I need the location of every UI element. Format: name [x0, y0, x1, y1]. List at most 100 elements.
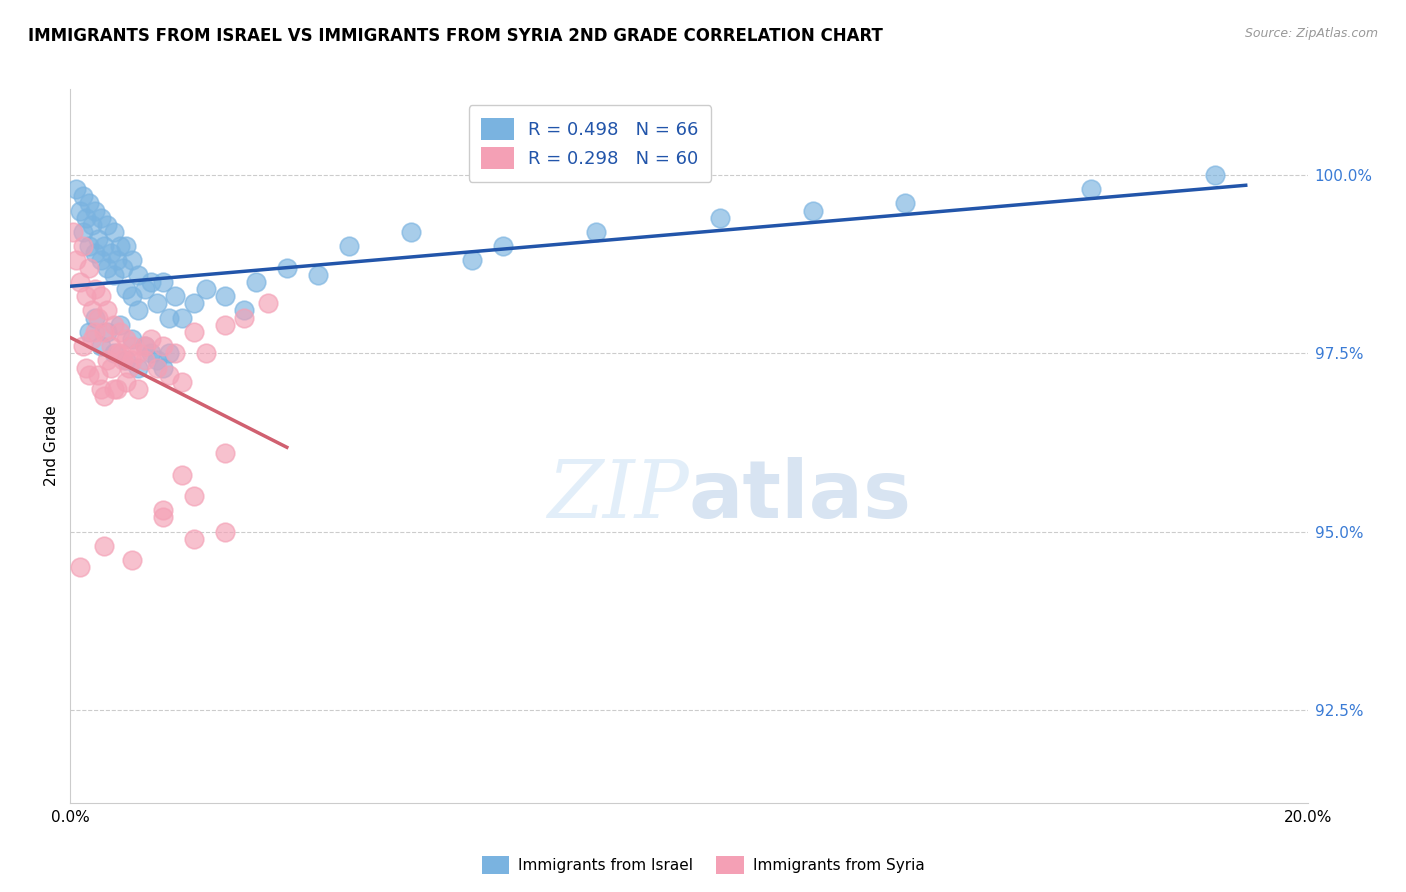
Point — [115, 282, 138, 296]
Point — [134, 339, 156, 353]
Point — [62, 225, 84, 239]
Point — [111, 353, 134, 368]
Point — [152, 360, 174, 375]
Point — [96, 218, 118, 232]
Point — [152, 339, 174, 353]
Point — [77, 368, 100, 382]
Point — [152, 503, 174, 517]
Point — [93, 239, 115, 253]
Point — [399, 225, 422, 239]
Point — [183, 325, 205, 339]
Y-axis label: 2nd Grade: 2nd Grade — [44, 406, 59, 486]
Point — [115, 332, 138, 346]
Point — [139, 346, 162, 360]
Point — [276, 260, 298, 275]
Point — [90, 339, 112, 353]
Point — [183, 532, 205, 546]
Text: IMMIGRANTS FROM ISRAEL VS IMMIGRANTS FROM SYRIA 2ND GRADE CORRELATION CHART: IMMIGRANTS FROM ISRAEL VS IMMIGRANTS FRO… — [28, 27, 883, 45]
Point — [77, 260, 100, 275]
Point — [146, 296, 169, 310]
Point — [146, 353, 169, 368]
Point — [100, 360, 122, 375]
Point — [134, 339, 156, 353]
Point — [894, 196, 917, 211]
Point — [84, 203, 107, 218]
Point — [65, 182, 87, 196]
Point — [307, 268, 329, 282]
Point — [72, 225, 94, 239]
Point — [105, 253, 128, 268]
Point — [121, 289, 143, 303]
Point — [232, 303, 254, 318]
Point — [165, 289, 187, 303]
Point — [103, 268, 125, 282]
Point — [90, 211, 112, 225]
Point — [100, 246, 122, 260]
Point — [77, 196, 100, 211]
Point — [134, 282, 156, 296]
Point — [121, 353, 143, 368]
Point — [157, 368, 180, 382]
Point — [90, 253, 112, 268]
Point — [195, 282, 218, 296]
Point — [165, 346, 187, 360]
Point — [214, 289, 236, 303]
Point — [96, 353, 118, 368]
Text: Source: ZipAtlas.com: Source: ZipAtlas.com — [1244, 27, 1378, 40]
Point — [461, 253, 484, 268]
Point — [69, 560, 91, 574]
Point — [100, 339, 122, 353]
Point — [103, 346, 125, 360]
Point — [72, 189, 94, 203]
Point — [127, 268, 149, 282]
Point — [80, 303, 103, 318]
Point — [69, 203, 91, 218]
Point — [214, 446, 236, 460]
Point — [75, 289, 97, 303]
Point — [111, 260, 134, 275]
Point — [65, 253, 87, 268]
Point — [152, 275, 174, 289]
Point — [170, 467, 193, 482]
Point — [80, 218, 103, 232]
Point — [115, 353, 138, 368]
Point — [170, 310, 193, 325]
Point — [157, 310, 180, 325]
Text: ZIP: ZIP — [547, 458, 689, 534]
Point — [84, 325, 107, 339]
Point — [96, 260, 118, 275]
Point — [121, 332, 143, 346]
Point — [93, 389, 115, 403]
Point — [801, 203, 824, 218]
Point — [84, 310, 107, 325]
Point — [75, 211, 97, 225]
Point — [585, 225, 607, 239]
Point — [139, 275, 162, 289]
Point — [157, 346, 180, 360]
Point — [90, 382, 112, 396]
Point — [87, 310, 110, 325]
Point — [121, 253, 143, 268]
Point — [84, 282, 107, 296]
Point — [121, 553, 143, 567]
Point — [87, 368, 110, 382]
Point — [108, 318, 131, 332]
Point — [214, 524, 236, 539]
Point — [195, 346, 218, 360]
Point — [93, 539, 115, 553]
Point — [93, 325, 115, 339]
Legend: Immigrants from Israel, Immigrants from Syria: Immigrants from Israel, Immigrants from … — [475, 850, 931, 880]
Point — [80, 332, 103, 346]
Point — [183, 489, 205, 503]
Point — [77, 325, 100, 339]
Point — [492, 239, 515, 253]
Point — [232, 310, 254, 325]
Point — [103, 225, 125, 239]
Point — [105, 346, 128, 360]
Point — [245, 275, 267, 289]
Point — [127, 346, 149, 360]
Point — [96, 325, 118, 339]
Point — [146, 360, 169, 375]
Point — [257, 296, 280, 310]
Point — [127, 382, 149, 396]
